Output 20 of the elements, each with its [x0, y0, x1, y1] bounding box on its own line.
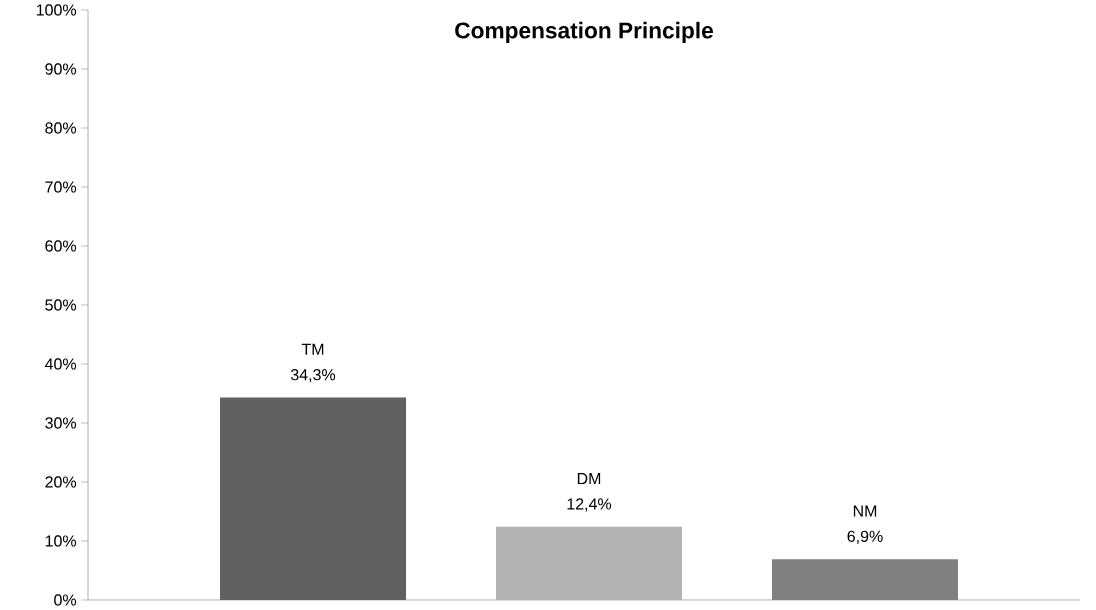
- y-tick-label: 30%: [45, 417, 77, 429]
- bar: [772, 559, 958, 600]
- x-tick-label: NM: [853, 505, 877, 517]
- data-label: 34,3%: [290, 369, 336, 383]
- y-tick-label: 20%: [45, 476, 77, 488]
- y-tick-label: 50%: [45, 299, 77, 311]
- x-tick-label: TM: [301, 343, 324, 355]
- bar: [496, 526, 682, 600]
- y-tick-label: 40%: [44, 358, 77, 370]
- y-tick-label: 80%: [45, 122, 77, 134]
- y-tick-label: 0%: [54, 594, 77, 606]
- y-tick-label: 10%: [45, 535, 77, 547]
- data-label: 12,4%: [567, 498, 612, 512]
- chart-title: Compensation Principle: [455, 21, 713, 43]
- x-tick-label: DM: [577, 473, 601, 485]
- data-label: 6,9%: [847, 530, 883, 544]
- y-tick-label: 60%: [45, 240, 77, 252]
- y-tick-label: 90%: [45, 63, 77, 75]
- y-tick-label: 70%: [45, 181, 77, 193]
- y-tick-label: 100%: [36, 4, 77, 16]
